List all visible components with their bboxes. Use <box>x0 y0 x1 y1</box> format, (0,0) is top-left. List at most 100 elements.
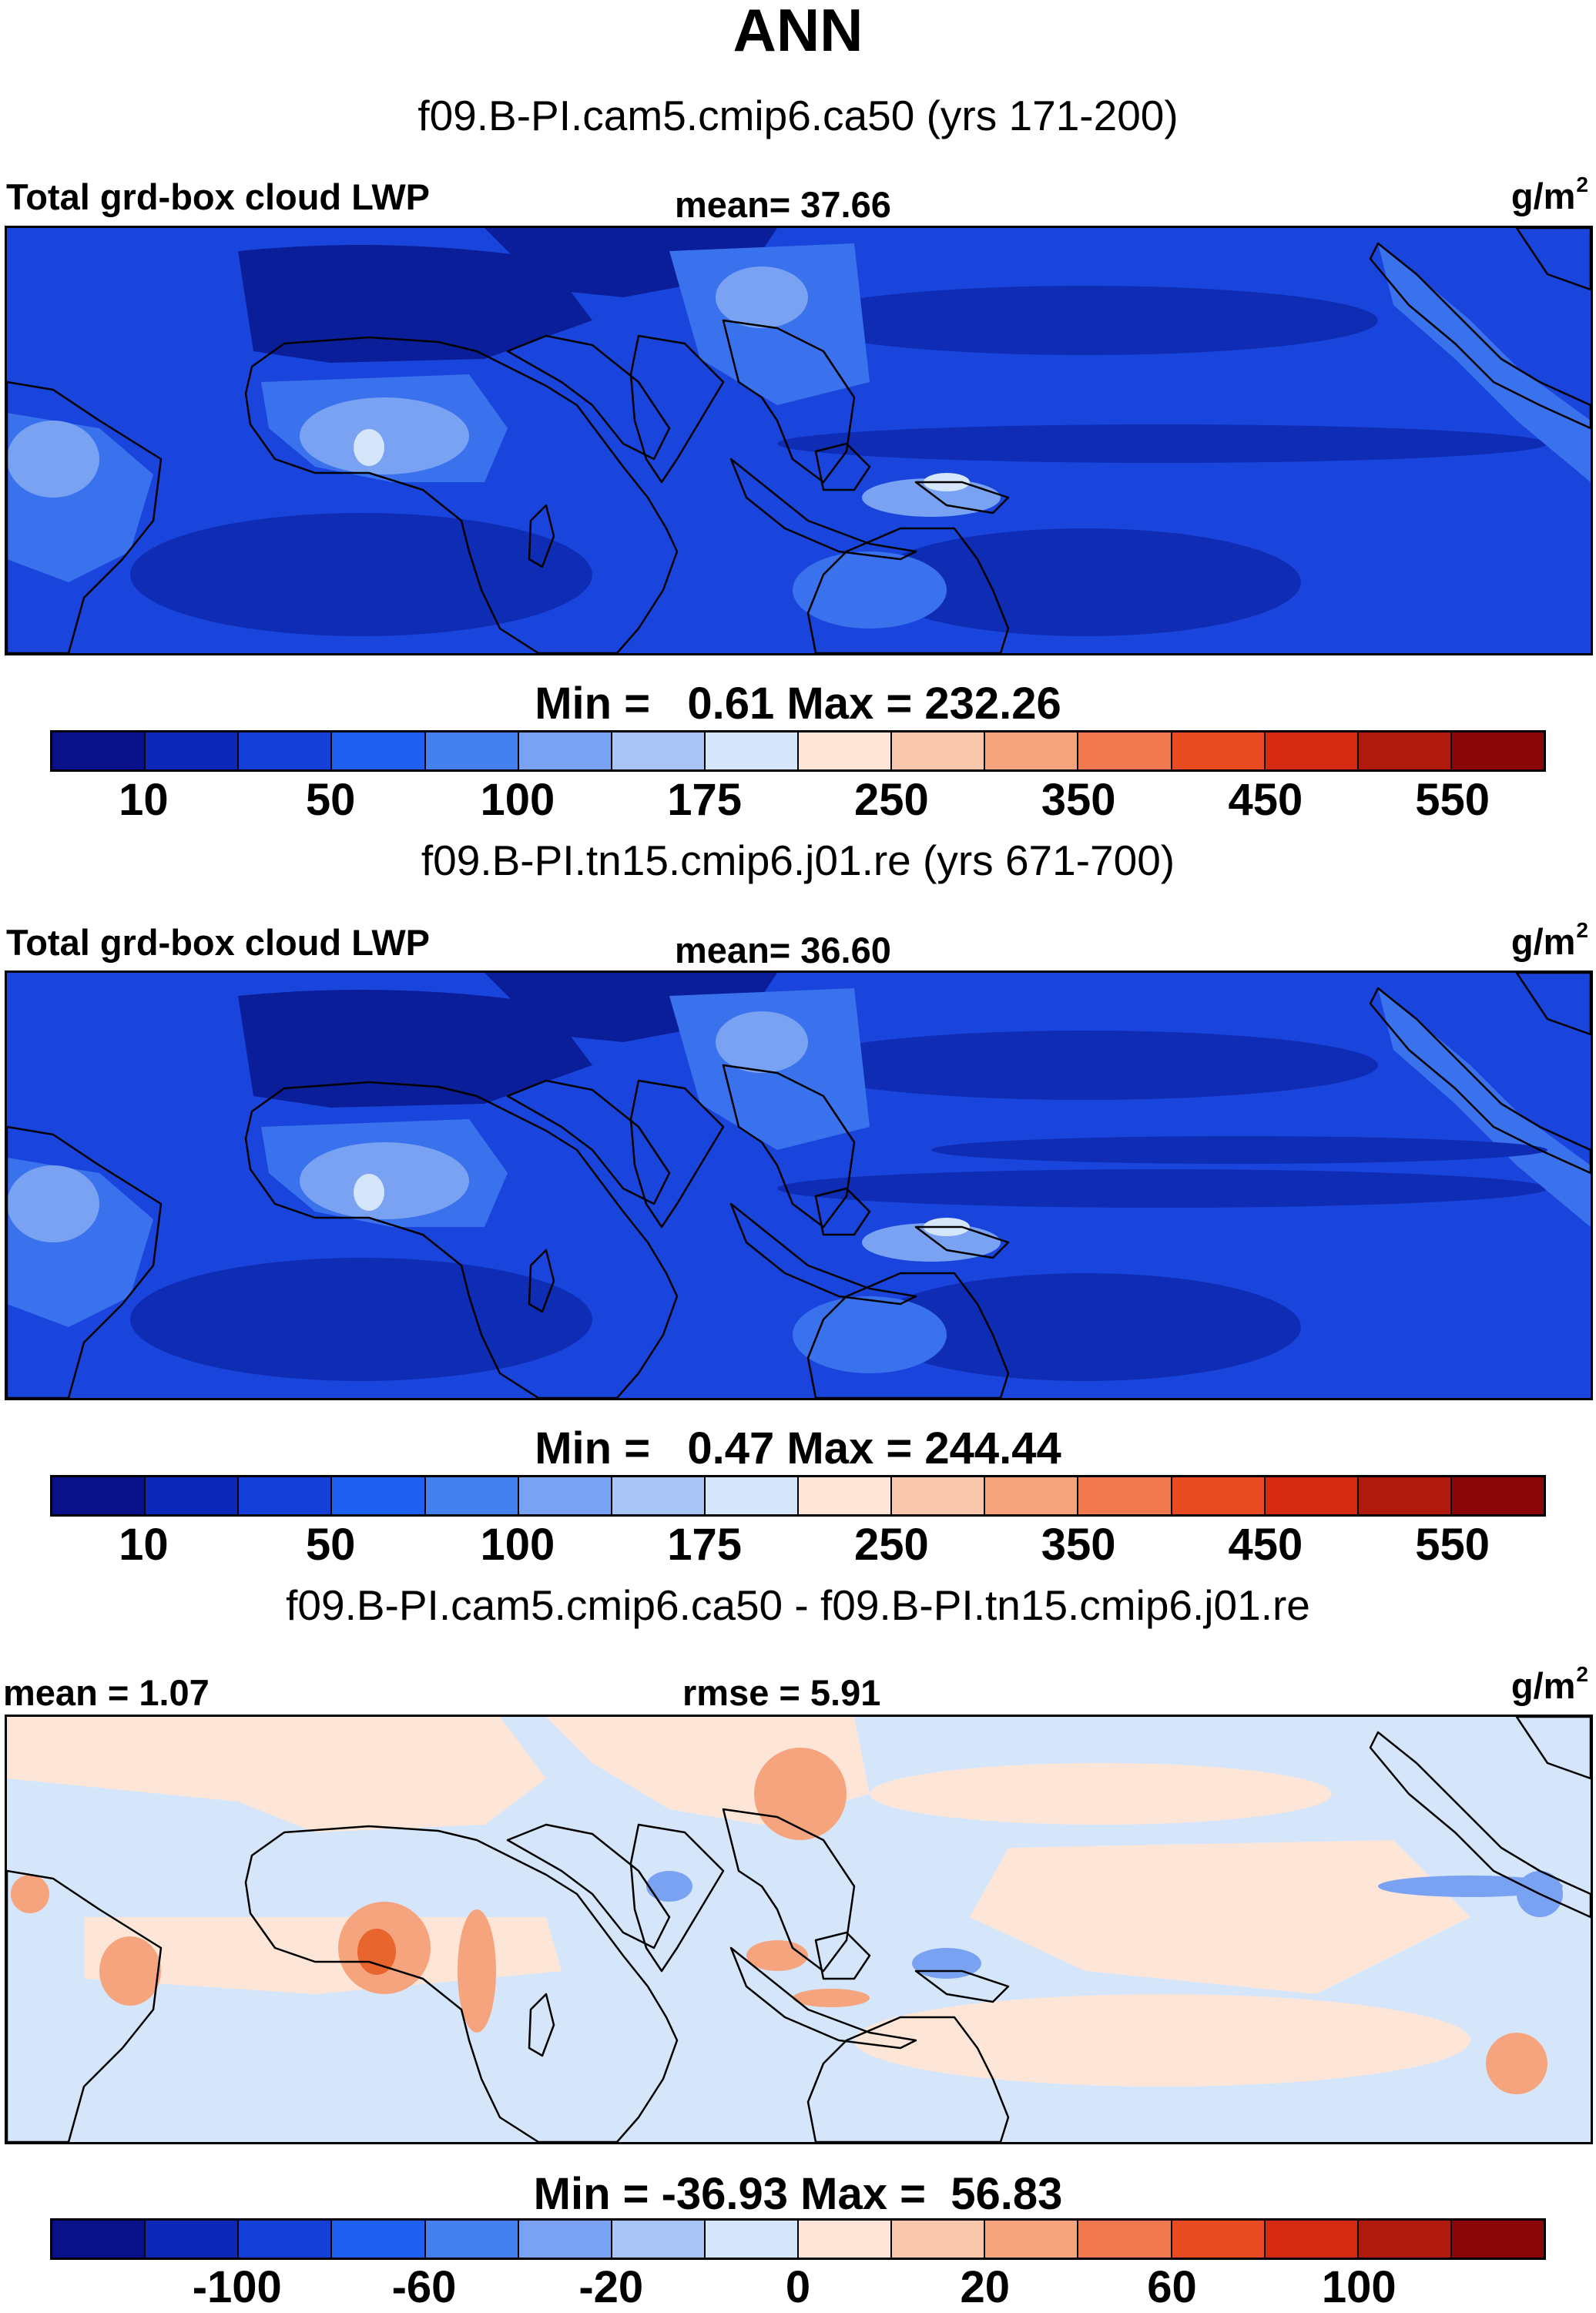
colorbar-swatch <box>799 1477 893 1514</box>
colorbar-swatch <box>52 1477 146 1514</box>
colorbar-tick-label: 350 <box>1041 775 1116 825</box>
colorbar-swatch <box>146 2221 240 2258</box>
colorbar-tick-label: 10 <box>119 1520 169 1570</box>
colorbar-tick-label: 450 <box>1228 775 1303 825</box>
colorbar-swatch <box>52 2221 146 2258</box>
colorbar-tick-label: 100 <box>480 775 555 825</box>
colorbar-swatch <box>1265 732 1359 769</box>
coastline <box>729 1202 917 1306</box>
diff-positive-south-pacific <box>854 1994 1470 2087</box>
colorbar-swatch <box>1172 2221 1266 2258</box>
panel-1-map <box>5 226 1593 655</box>
coastline <box>528 1993 555 2057</box>
colorbar-tick-label: 250 <box>853 775 929 825</box>
australia-coast-moist <box>793 551 947 629</box>
diff-negative-east-pacific <box>1378 1876 1563 1897</box>
congo-wet <box>300 397 469 474</box>
amazon-wet <box>7 421 99 498</box>
colorbar-tick-label: 450 <box>1228 1520 1303 1570</box>
panel-2-units: g/m2 <box>1510 918 1588 962</box>
panel-2-variable-label: Total grd-box cloud LWP <box>6 922 431 963</box>
coastline <box>506 334 671 461</box>
diff-positive-east-africa <box>458 1909 496 2033</box>
colorbar-swatch <box>705 1477 799 1514</box>
colorbar-3 <box>50 2218 1546 2260</box>
panel-1-mean: mean= 37.66 <box>675 184 891 225</box>
colorbar-swatch <box>985 732 1079 769</box>
panel-1-variable-label: Total grd-box cloud LWP <box>6 176 431 217</box>
colorbar-swatch <box>799 2221 893 2258</box>
colorbar-tick-label: -20 <box>578 2262 644 2312</box>
australia-coast-moist <box>793 1296 947 1373</box>
south-atlantic-low-lwp <box>130 513 592 636</box>
colorbar-swatch <box>892 732 986 769</box>
south-atlantic-low-lwp <box>130 1258 592 1381</box>
diff-positive-north-atlantic <box>7 1717 546 1832</box>
colorbar-swatch <box>799 732 893 769</box>
south-pacific-low-lwp <box>870 528 1301 636</box>
colorbar-swatch <box>1451 732 1544 769</box>
coastline <box>7 1125 163 1398</box>
colorbar-tick-label: 0 <box>785 2262 811 2312</box>
coastline <box>7 380 163 653</box>
panel-3-mean: mean = 1.07 <box>3 1672 210 1713</box>
coastline <box>1369 987 1591 1175</box>
colorbar-tick-label: 10 <box>119 775 169 825</box>
colorbar-tick-label: 175 <box>667 1520 743 1570</box>
colorbar-tick-label: 20 <box>960 2262 1010 2312</box>
colorbar-swatch <box>1078 732 1172 769</box>
colorbar-tick-label: 550 <box>1415 1520 1490 1570</box>
colorbar-swatch <box>518 732 612 769</box>
amazon-wet <box>7 1165 99 1242</box>
colorbar-swatch <box>612 1477 706 1514</box>
coastline <box>506 1079 671 1205</box>
equatorial-dry-tongue <box>777 1169 1547 1208</box>
colorbar-1-ticks: 10 50 100 175 250 350 450 550 <box>50 774 1546 828</box>
coastline <box>814 1187 871 1236</box>
colorbar-tick-label: 50 <box>305 1520 356 1570</box>
colorbar-swatch <box>705 732 799 769</box>
colorbar-swatch <box>425 2221 519 2258</box>
colorbar-swatch <box>612 2221 706 2258</box>
colorbar-swatch <box>425 732 519 769</box>
congo-wet <box>300 1142 469 1219</box>
tibet-edge-wet <box>716 266 808 328</box>
coastline <box>806 527 1010 653</box>
panel-3-map <box>5 1715 1593 2144</box>
colorbar-swatch <box>985 1477 1079 1514</box>
central-america-moist <box>1378 243 1591 482</box>
colorbar-tick-label: -100 <box>192 2262 282 2312</box>
colorbar-swatch <box>425 1477 519 1514</box>
coastline <box>914 1969 1010 2003</box>
colorbar-swatch <box>239 2221 333 2258</box>
colorbar-1 <box>50 730 1546 772</box>
colorbar-swatch <box>332 732 426 769</box>
colorbar-2 <box>50 1475 1546 1517</box>
colorbar-swatch <box>1265 1477 1359 1514</box>
coastline <box>244 336 679 653</box>
colorbar-swatch <box>239 732 333 769</box>
colorbar-swatch <box>985 2221 1079 2258</box>
colorbar-swatch <box>518 1477 612 1514</box>
tibet-edge-wet <box>716 1011 808 1073</box>
colorbar-swatch <box>705 2221 799 2258</box>
panel-1-units: g/m2 <box>1510 173 1588 216</box>
coastline <box>1369 242 1591 430</box>
sahara-low-lwp <box>238 245 592 363</box>
coastline <box>806 2016 1010 2142</box>
colorbar-tick-label: 550 <box>1415 775 1490 825</box>
colorbar-swatch <box>332 2221 426 2258</box>
maritime-continent-wet <box>862 1223 1001 1262</box>
diff-positive-tropical-pacific <box>970 1840 1470 1994</box>
panel-3-units: g/m2 <box>1510 1662 1588 1706</box>
south-pacific-low-lwp <box>870 1273 1301 1381</box>
sahara-low-lwp <box>238 990 592 1108</box>
coastline <box>629 1079 725 1229</box>
coastline <box>722 1808 856 1973</box>
colorbar-swatch <box>239 1477 333 1514</box>
congo-max <box>354 1174 384 1211</box>
coastline <box>729 1946 917 2050</box>
coastline <box>914 481 1010 515</box>
subtropical-dry-band <box>793 1031 1378 1100</box>
panel-2-mean: mean= 36.60 <box>675 930 891 970</box>
